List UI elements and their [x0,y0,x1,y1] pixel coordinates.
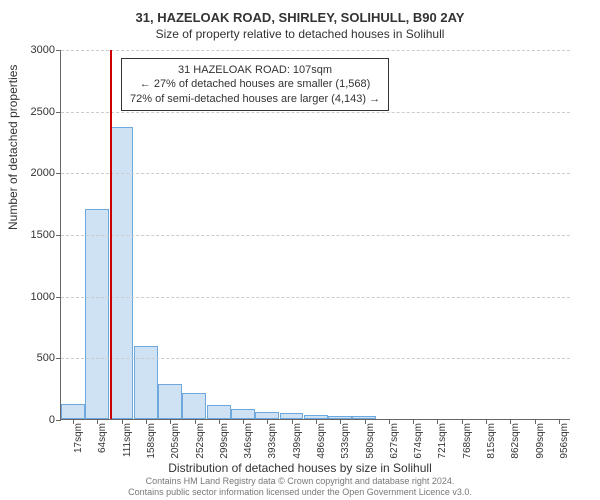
footer-line2: Contains public sector information licen… [0,487,600,498]
histogram-bar [110,127,134,419]
histogram-bar [207,405,231,419]
histogram-bar [158,384,182,419]
grid-line [61,50,570,51]
y-tick-label: 500 [21,352,61,364]
plot-area: 05001000150020002500300017sqm64sqm111sqm… [60,50,570,420]
y-tick-label: 1000 [21,291,61,303]
x-axis-label: Distribution of detached houses by size … [0,461,600,475]
histogram-bar [61,404,85,419]
annotation-line2: ← 27% of detached houses are smaller (1,… [130,77,380,91]
histogram-bar [182,393,206,419]
footer-line1: Contains HM Land Registry data © Crown c… [0,476,600,487]
histogram-bar [134,346,158,419]
footer-text: Contains HM Land Registry data © Crown c… [0,476,600,498]
grid-line [61,358,570,359]
chart-container: 31, HAZELOAK ROAD, SHIRLEY, SOLIHULL, B9… [0,0,600,500]
y-tick-label: 2000 [21,167,61,179]
histogram-bar [255,412,279,419]
grid-line [61,297,570,298]
chart-title-main: 31, HAZELOAK ROAD, SHIRLEY, SOLIHULL, B9… [0,0,600,25]
grid-line [61,112,570,113]
y-tick-label: 2500 [21,106,61,118]
annotation-line3: 72% of semi-detached houses are larger (… [130,92,380,106]
histogram-bar [85,209,109,419]
annotation-box: 31 HAZELOAK ROAD: 107sqm← 27% of detache… [121,58,389,111]
y-axis-label: Number of detached properties [6,65,20,230]
y-tick-label: 1500 [21,229,61,241]
annotation-line1: 31 HAZELOAK ROAD: 107sqm [130,63,380,77]
histogram-bar [231,409,255,419]
y-tick-label: 0 [21,414,61,426]
y-tick-label: 3000 [21,44,61,56]
grid-line [61,235,570,236]
marker-line [110,50,112,419]
chart-title-sub: Size of property relative to detached ho… [0,25,600,41]
grid-line [61,173,570,174]
